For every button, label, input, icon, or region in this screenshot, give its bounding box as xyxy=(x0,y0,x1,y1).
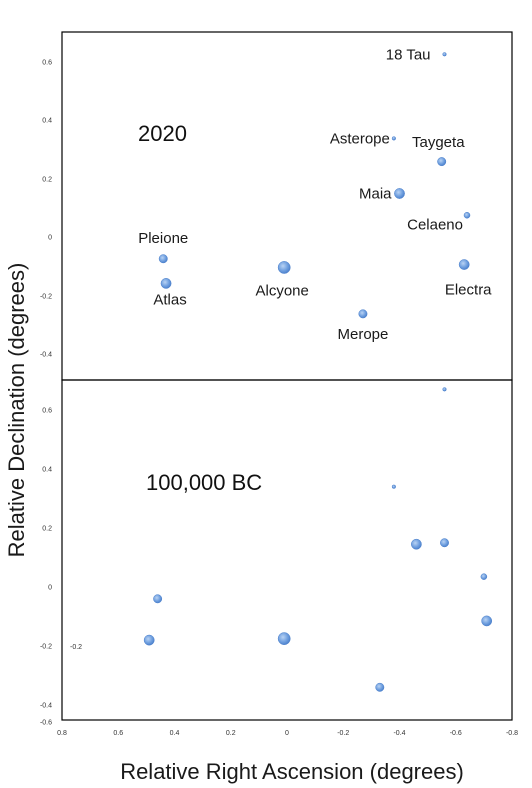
panel-title: 2020 xyxy=(138,121,187,146)
y-tick-label: 0.6 xyxy=(42,408,52,415)
star-label: Merope xyxy=(338,326,389,343)
star-point-atlas xyxy=(143,634,155,646)
star-point-18-tau xyxy=(442,387,447,392)
x-tick-label: 0.8 xyxy=(57,730,67,737)
x-tick-label: -0.6 xyxy=(450,730,462,737)
y-tick-label: -0.6 xyxy=(40,720,52,727)
x-tick-label: 0.4 xyxy=(170,730,180,737)
star-point-electra xyxy=(458,259,470,270)
x-tick-label: -0.4 xyxy=(393,730,405,737)
star-point-celaeno xyxy=(463,212,471,219)
y-tick-label: 0.6 xyxy=(42,60,52,67)
y-tick-label: 0.4 xyxy=(42,467,52,474)
x-tick-label: -0.8 xyxy=(506,730,518,737)
y-tick-label: 0.2 xyxy=(42,177,52,184)
star-point-maia xyxy=(411,538,422,550)
star-label: Maia xyxy=(359,186,392,203)
star-point-pleione xyxy=(153,594,163,604)
star-point-merope xyxy=(358,309,368,319)
star-point-alcyone xyxy=(277,261,291,274)
x-axis: 0.8 0.6 0.4 0.2 0 -0.2 -0.4 -0.6 -0.8 xyxy=(57,730,518,737)
panel-frame xyxy=(61,31,513,381)
star-label: Pleione xyxy=(138,230,188,247)
x-axis-title: Relative Right Ascension (degrees) xyxy=(120,759,464,784)
y-tick-label-extra: -0.2 xyxy=(70,644,82,651)
star-point-celaeno xyxy=(480,573,488,580)
star-point-alcyone xyxy=(277,632,291,645)
star-point-taygeta xyxy=(437,157,447,167)
star-point-maia xyxy=(394,188,405,199)
y-tick-label: 0 xyxy=(48,235,52,242)
star-label: Atlas xyxy=(153,291,186,308)
star-point-merope xyxy=(375,682,385,692)
y-tick-label: 0 xyxy=(48,585,52,592)
star-point-asterope xyxy=(391,484,396,489)
star-point-asterope xyxy=(391,136,396,141)
x-tick-label: 0.6 xyxy=(113,730,123,737)
panel-frame xyxy=(61,379,513,721)
star-point-electra xyxy=(481,615,493,627)
x-tick-label: 0 xyxy=(285,730,289,737)
star-label: 18 Tau xyxy=(386,46,431,63)
x-tick-label: 0.2 xyxy=(226,730,236,737)
panel-100000-bc: 0.6 0.4 0.2 0 -0.2 -0.4 -0.6 100,000 BC -0.2 xyxy=(40,379,513,727)
panel-2020: 0.6 0.4 0.2 0 -0.2 -0.4 2020 18 Tau Asterope Tayg… xyxy=(40,31,513,381)
star-label: Asterope xyxy=(330,130,390,147)
y-tick-label: -0.4 xyxy=(40,352,52,359)
y-tick-label: -0.2 xyxy=(40,294,52,301)
star-point-atlas xyxy=(160,278,172,289)
star-point-pleione xyxy=(158,254,168,264)
y-axis-title: Relative Declination (degrees) xyxy=(4,263,29,558)
star-point-18-tau xyxy=(442,52,447,57)
y-tick-label: 0.4 xyxy=(42,118,52,125)
star-label: Taygeta xyxy=(412,134,465,151)
star-label: Electra xyxy=(445,282,492,299)
y-tick-label: -0.4 xyxy=(40,703,52,710)
x-tick-label: -0.2 xyxy=(337,730,349,737)
star-label: Celaeno xyxy=(407,216,463,233)
panel-title: 100,000 BC xyxy=(146,470,262,495)
star-point-taygeta xyxy=(440,538,449,548)
star-label: Alcyone xyxy=(256,282,309,299)
y-tick-label: 0.2 xyxy=(42,526,52,533)
y-tick-label: -0.2 xyxy=(40,644,52,651)
